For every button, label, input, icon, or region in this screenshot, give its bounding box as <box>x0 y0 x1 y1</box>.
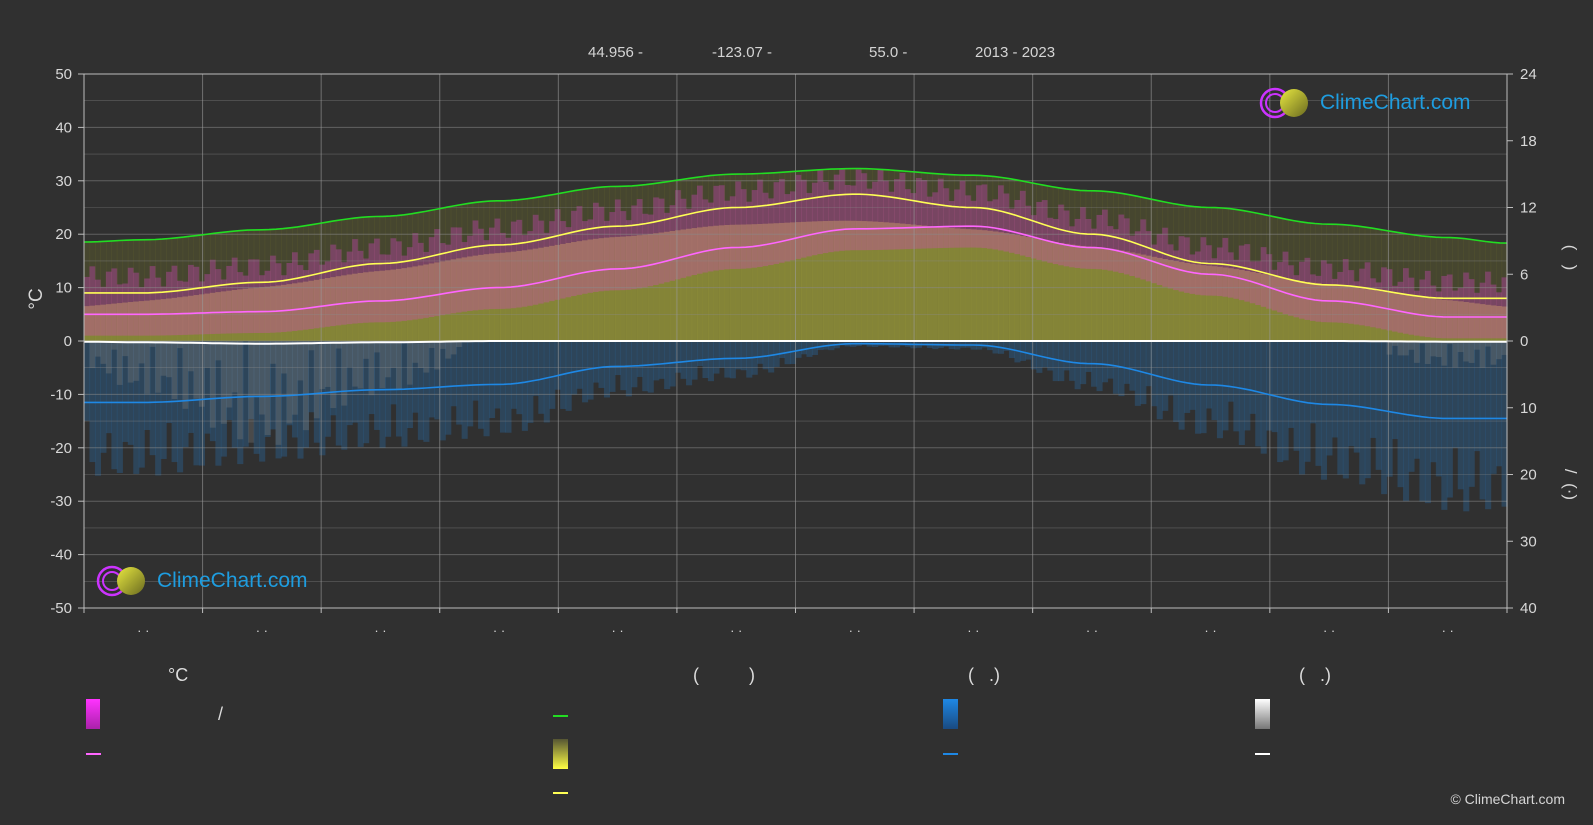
left-tick-label: 50 <box>55 66 72 83</box>
right-top-tick-label: 0 <box>1520 333 1528 350</box>
right-top-tick-label: 24 <box>1520 66 1537 83</box>
x-tick-label: · · <box>730 623 742 638</box>
legend-min-temp-line <box>86 753 101 755</box>
legend-daylight-line <box>553 715 568 717</box>
logo-text: ClimeChart.com <box>1320 91 1471 114</box>
copyright: © ClimeChart.com <box>1450 791 1565 807</box>
logo-icon <box>1259 87 1308 119</box>
left-axis-label: °C <box>26 288 47 309</box>
left-tick-label: 0 <box>64 333 72 350</box>
series-max_temp-line <box>84 193 1507 300</box>
right-bottom-tick-label: 20 <box>1520 467 1537 484</box>
right-top-axis-label: ( ) <box>1561 245 1580 271</box>
series-rain-line <box>84 342 1507 420</box>
legend-temp-heading: °C <box>168 665 189 685</box>
logo-icon <box>96 565 145 597</box>
left-tick-label: 40 <box>55 119 72 136</box>
legend-snow-heading: ( .) <box>1299 665 1331 685</box>
legend-sunshine-swatch <box>553 739 568 769</box>
left-tick-label: -30 <box>50 493 72 510</box>
right-bottom-tick-label: 30 <box>1520 533 1537 550</box>
x-tick-label: · · <box>1323 623 1335 638</box>
series-min_temp-line <box>84 225 1507 318</box>
right-top-tick-label: 12 <box>1520 200 1537 217</box>
left-tick-label: 30 <box>55 173 72 190</box>
x-tick-label: · · <box>493 623 505 638</box>
legend-rain-swatch <box>943 699 958 729</box>
x-tick-label: · · <box>849 623 861 638</box>
legend-rain-heading: ( .) <box>968 665 1000 685</box>
x-tick-label: · · <box>1442 623 1454 638</box>
right-top-tick-label: 6 <box>1520 266 1528 283</box>
right-top-tick-label: 18 <box>1520 133 1537 150</box>
legend-max-temp-line <box>553 792 568 794</box>
left-tick-label: 10 <box>55 280 72 297</box>
left-tick-label: -20 <box>50 440 72 457</box>
right-bottom-tick-label: 10 <box>1520 400 1537 417</box>
legend-slash: / <box>218 704 224 724</box>
legend-sun-heading: ( ) <box>693 665 755 685</box>
left-tick-label: -50 <box>50 600 72 617</box>
left-tick-label: -10 <box>50 386 72 403</box>
right-bottom-tick-label: 40 <box>1520 600 1537 617</box>
x-tick-label: · · <box>137 623 149 638</box>
legend-temp-range-swatch <box>86 699 100 729</box>
series-snow-line <box>84 340 1507 345</box>
legend-snow-swatch <box>1255 699 1270 729</box>
left-tick-label: 20 <box>55 226 72 243</box>
x-tick-label: · · <box>1086 623 1098 638</box>
x-tick-label: · · <box>611 623 623 638</box>
x-tick-label: · · <box>374 623 386 638</box>
legend-rain-line <box>943 753 958 755</box>
logo-text: ClimeChart.com <box>157 569 308 592</box>
x-tick-label: · · <box>967 623 979 638</box>
legend-snow-line <box>1255 753 1270 755</box>
right-bottom-axis-label: / (·) <box>1561 469 1580 500</box>
latitude-label: 44.956 - <box>588 44 644 61</box>
logo-bottom: ClimeChart.com <box>95 564 308 598</box>
x-tick-label: · · <box>256 623 268 638</box>
logo-top: ClimeChart.com <box>1258 86 1471 120</box>
years-label: 2013 - 2023 <box>975 44 1056 61</box>
longitude-label: -123.07 - <box>712 44 773 61</box>
left-tick-label: -40 <box>50 547 72 564</box>
series-daylight-line <box>83 167 1508 244</box>
elevation-label: 55.0 - <box>869 44 908 61</box>
x-tick-label: · · <box>1204 623 1216 638</box>
